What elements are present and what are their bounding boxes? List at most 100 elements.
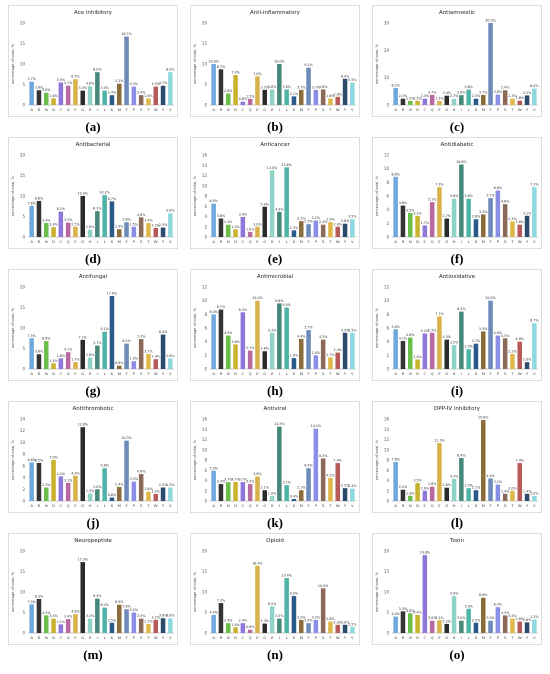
data-label: 5.3% xyxy=(341,328,349,332)
x-tick-label: P xyxy=(497,239,500,244)
bar xyxy=(407,495,413,501)
x-tick-label: N xyxy=(409,503,412,508)
x-tick-label: S xyxy=(504,239,507,244)
bar xyxy=(65,482,71,501)
y-tick-label: 6 xyxy=(204,204,207,209)
data-label: 2.1% xyxy=(261,486,269,490)
x-tick-label: H xyxy=(89,503,92,508)
bar-chart: Antiamnestic percentage of total, % 0 10 20 3… xyxy=(372,5,542,117)
bar xyxy=(109,95,115,105)
y-tick-label: 5 xyxy=(386,610,389,615)
data-label: 3.5% xyxy=(508,614,516,618)
x-tick-label: F xyxy=(125,371,127,376)
x-tick-label: H xyxy=(453,239,456,244)
bar xyxy=(87,86,93,105)
bar xyxy=(495,190,501,237)
x-tick-label: T xyxy=(328,635,332,640)
data-label: 3.4% xyxy=(443,91,451,95)
x-tick-label: K xyxy=(475,635,478,640)
data-label: 4.8% xyxy=(406,609,414,613)
panel-caption: (n) xyxy=(267,647,283,662)
data-label: 2.4% xyxy=(224,220,232,224)
data-label: 2.4% xyxy=(334,348,342,352)
x-tick-label: P xyxy=(133,239,136,244)
x-tick-label: F xyxy=(125,503,127,508)
data-label: 2.8% xyxy=(326,617,334,621)
data-label: 3.2% xyxy=(312,615,320,619)
x-tick-label: Y xyxy=(344,371,347,376)
bar xyxy=(313,619,319,633)
bar xyxy=(495,335,501,369)
x-tick-label: I xyxy=(97,635,98,640)
chart-panel: Antiamnestic percentage of total, % 0 10 20 3… xyxy=(372,5,542,135)
panel-caption: (j) xyxy=(86,515,100,530)
y-tick-label: 10 xyxy=(384,590,390,595)
bar xyxy=(65,619,71,633)
bar xyxy=(502,204,508,237)
bar xyxy=(291,230,297,237)
y-tick-label: 16 xyxy=(202,153,208,158)
bar-chart: Antifungal percentage of total, % 0 5 10 15 20… xyxy=(8,269,178,381)
data-label: 2.0% xyxy=(334,222,342,226)
data-label: 3.0% xyxy=(42,88,50,92)
x-tick-label: R xyxy=(38,635,41,640)
data-label: 4.3% xyxy=(443,335,451,339)
x-tick-label: A xyxy=(212,371,215,376)
chart-panel: Toxin percentage of total, % 0 5 10 15 20 4.0% A… xyxy=(372,533,542,663)
bar xyxy=(350,219,355,237)
data-label: 2.0% xyxy=(93,485,101,489)
bar xyxy=(255,226,260,237)
data-label: 2.1% xyxy=(297,486,305,490)
y-axis-label: percentage of total, % xyxy=(193,439,197,480)
bar xyxy=(65,352,71,369)
x-tick-label: A xyxy=(212,107,215,112)
x-tick-label: G xyxy=(445,107,448,112)
bar xyxy=(291,498,297,501)
y-tick-label: 12 xyxy=(202,437,208,442)
bar xyxy=(415,483,420,501)
x-tick-label: L xyxy=(468,635,471,640)
x-tick-label: G xyxy=(445,635,448,640)
bar xyxy=(429,486,435,501)
x-tick-label: V xyxy=(533,635,536,640)
bar xyxy=(328,98,333,105)
panel-frame xyxy=(8,5,178,117)
data-label: 3.4% xyxy=(42,219,50,223)
bar xyxy=(131,612,137,633)
bar xyxy=(480,597,486,633)
y-tick-label: 10 xyxy=(384,298,390,303)
x-tick-label: D xyxy=(52,503,55,508)
data-label: 2.3% xyxy=(261,619,269,623)
bar xyxy=(444,339,450,369)
data-label: 3.3% xyxy=(479,210,487,214)
x-tick-label: H xyxy=(453,503,456,508)
data-label: 5.5% xyxy=(57,78,65,82)
chart-title: Antioxidative xyxy=(439,274,476,280)
chart-panel: Antithrombotic percentage of total, % 0 2 4 6… xyxy=(8,401,178,531)
bar xyxy=(36,200,42,237)
y-tick-label: 8 xyxy=(22,452,25,457)
data-label: 3.2% xyxy=(152,615,160,619)
y-tick-label: 0 xyxy=(386,367,389,372)
data-label: 8.4% xyxy=(457,307,465,311)
data-label: 4.3% xyxy=(71,471,79,475)
data-label: 3.8% xyxy=(494,90,502,94)
y-tick-label: 2 xyxy=(386,488,389,493)
bar xyxy=(510,490,515,501)
x-tick-label: M xyxy=(300,107,303,112)
bar xyxy=(393,329,398,369)
x-tick-label: F xyxy=(307,635,309,640)
x-tick-label: P xyxy=(133,503,136,508)
bar xyxy=(51,98,56,105)
x-tick-label: K xyxy=(475,239,478,244)
x-tick-label: P xyxy=(497,635,500,640)
data-label: 3.5% xyxy=(348,215,356,219)
y-axis-label: percentage of total, % xyxy=(11,439,15,480)
data-label: 4.4% xyxy=(209,610,217,614)
data-label: 3.4% xyxy=(64,615,72,619)
y-tick-label: 20 xyxy=(20,285,26,290)
x-tick-label: K xyxy=(293,371,296,376)
x-tick-label: W xyxy=(518,239,522,244)
data-label: 2.9% xyxy=(326,218,334,222)
bar xyxy=(58,82,64,105)
